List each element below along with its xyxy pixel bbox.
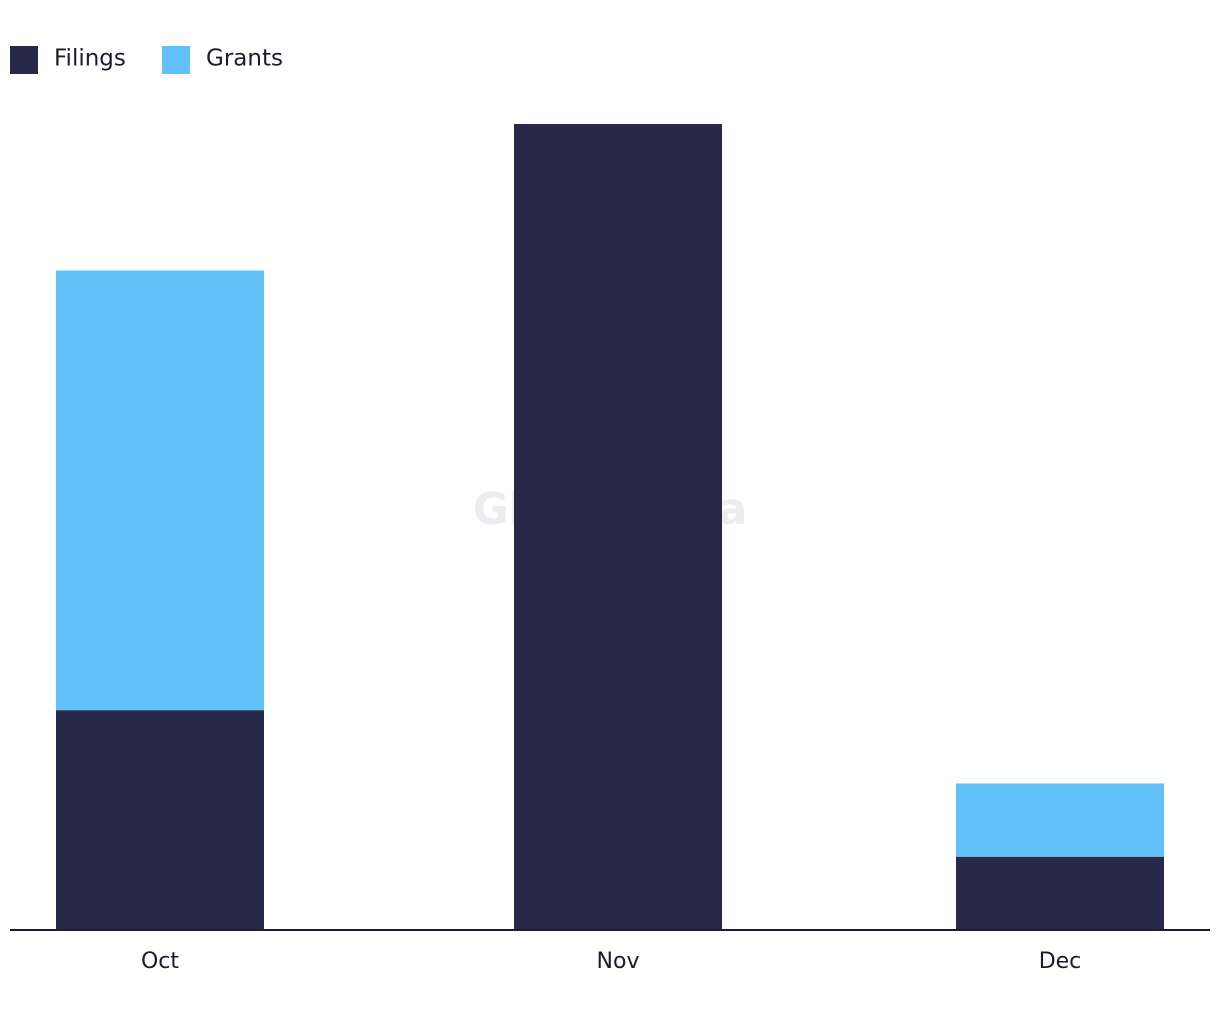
- x-tick-label: Oct: [141, 949, 179, 974]
- legend-swatch: [10, 46, 38, 74]
- bar-segment: [956, 783, 1164, 857]
- x-tick-label: Dec: [1039, 949, 1082, 974]
- bar-segment: [56, 270, 264, 711]
- legend-label: Grants: [206, 46, 283, 72]
- legend-label: Filings: [54, 46, 126, 72]
- x-tick-label: Nov: [597, 949, 640, 974]
- legend-swatch: [162, 46, 190, 74]
- bar-segment: [514, 124, 722, 930]
- bar-segment: [56, 710, 264, 930]
- bar-segment: [956, 856, 1164, 930]
